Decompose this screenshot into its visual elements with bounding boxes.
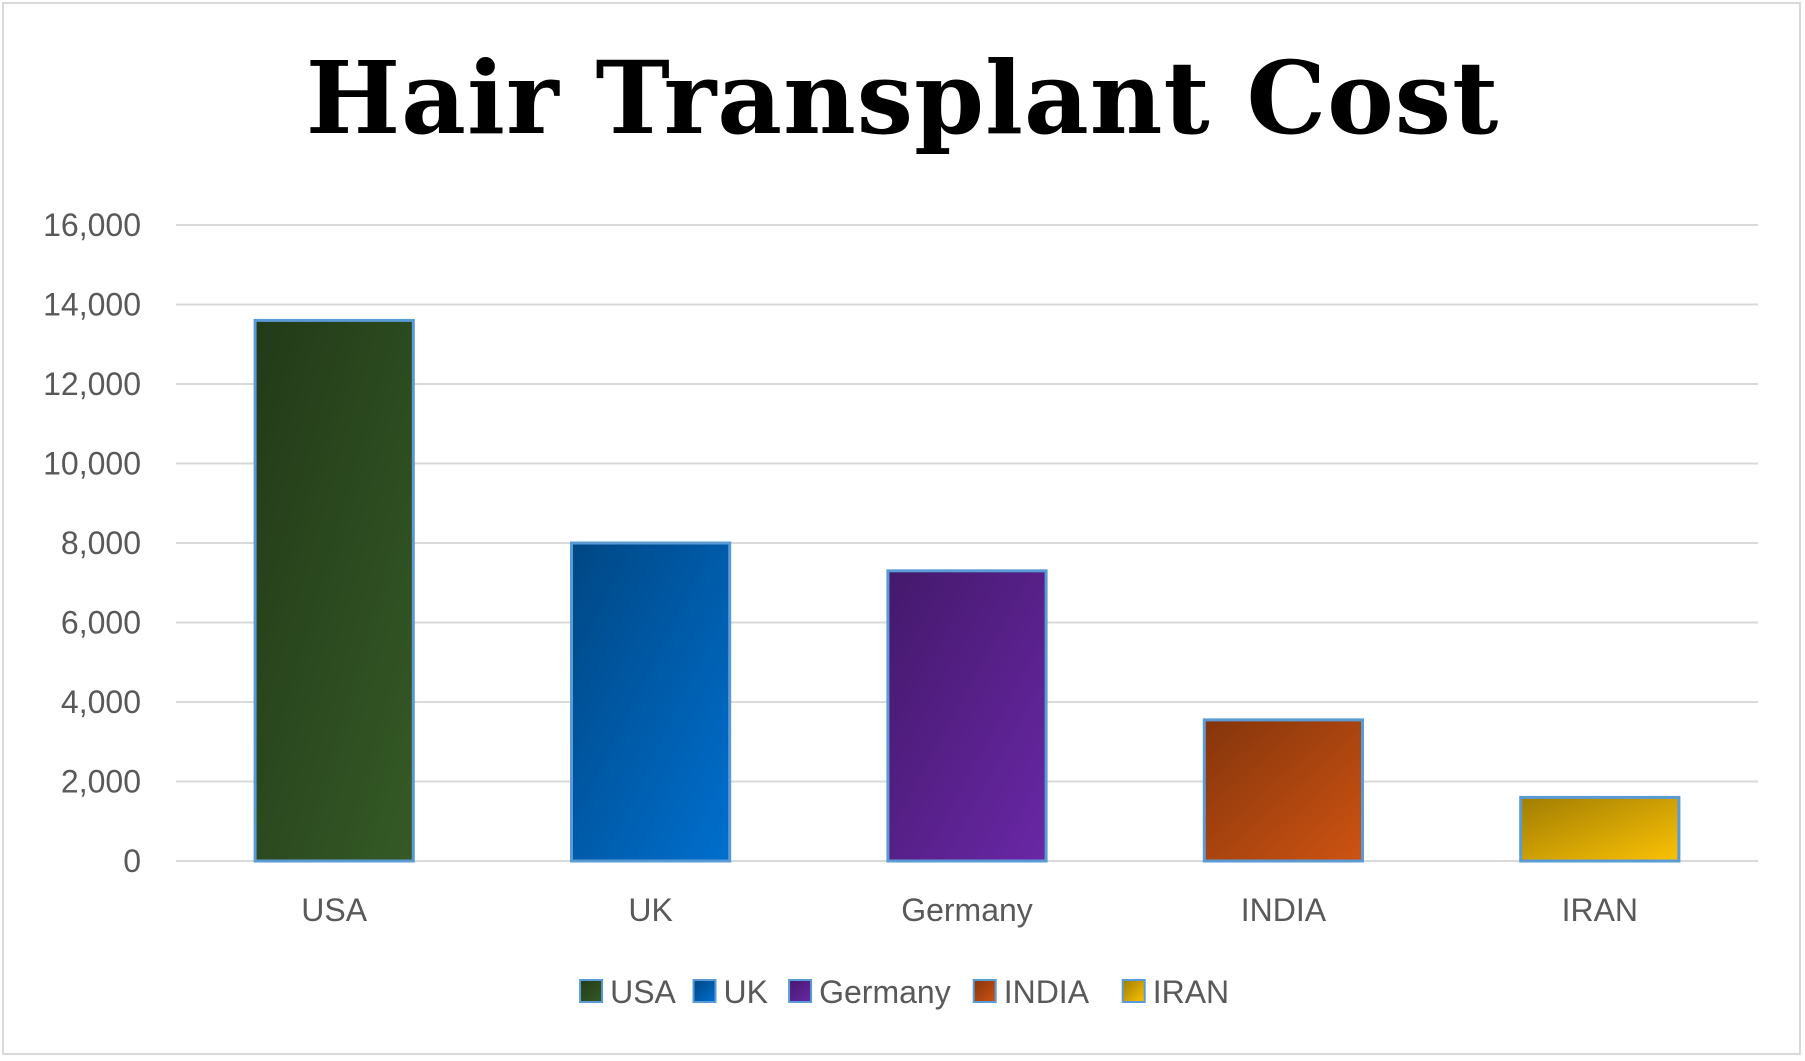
legend-swatch (579, 979, 604, 1003)
legend-swatch (788, 979, 813, 1003)
x-tick-label-iran: IRAN (1562, 892, 1638, 928)
bar-india (1202, 718, 1365, 863)
x-tick-label-usa: USA (301, 892, 367, 928)
bar-germany (886, 569, 1048, 863)
y-tick-label: 0 (123, 843, 141, 879)
legend-label: Germany (819, 974, 951, 1010)
x-axis-tick-labels: USA UK Germany INDIA IRAN (301, 892, 1638, 928)
legend-swatch (1121, 979, 1146, 1003)
x-tick-label-india: INDIA (1241, 892, 1327, 928)
legend-swatch (972, 979, 997, 1003)
x-tick-label-germany: Germany (901, 892, 1033, 928)
y-tick-label: 2,000 (61, 764, 141, 800)
bars (253, 318, 1681, 863)
legend: USA UK Germany INDIA IRAN (579, 974, 1229, 1010)
legend-item-uk: UK (692, 974, 768, 1010)
y-tick-label: 16,000 (43, 207, 141, 243)
y-tick-label: 8,000 (61, 525, 141, 561)
legend-label: USA (610, 974, 676, 1010)
legend-item-india: INDIA (972, 974, 1090, 1010)
legend-label: UK (724, 974, 768, 1010)
chart-title: Hair Transplant Cost (305, 39, 1500, 157)
y-tick-label: 14,000 (43, 287, 141, 323)
y-tick-label: 6,000 (61, 605, 141, 641)
y-axis-tick-labels: 0 2,000 4,000 6,000 8,000 10,000 12,000 14,000 1… (43, 207, 141, 879)
y-tick-label: 4,000 (61, 684, 141, 720)
y-tick-label: 10,000 (43, 446, 141, 482)
legend-label: IRAN (1153, 974, 1229, 1010)
bar-uk (570, 541, 732, 863)
y-tick-label: 12,000 (43, 366, 141, 402)
legend-item-germany: Germany (788, 974, 951, 1010)
bar-usa (253, 318, 415, 863)
x-tick-label-uk: UK (628, 892, 672, 928)
bar-iran (1519, 795, 1681, 863)
legend-item-iran: IRAN (1121, 974, 1229, 1010)
legend-item-usa: USA (579, 974, 677, 1010)
legend-swatch (692, 979, 717, 1003)
legend-label: INDIA (1004, 974, 1090, 1010)
